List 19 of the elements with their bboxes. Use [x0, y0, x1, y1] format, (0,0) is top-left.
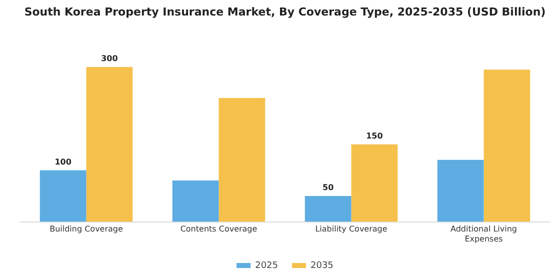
- bar: [86, 67, 133, 222]
- data-label: 150: [366, 131, 384, 140]
- bar: [218, 98, 266, 222]
- data-label: 100: [54, 157, 72, 166]
- x-tick-label: Contents Coverage: [180, 224, 258, 234]
- legend-label: 2035: [310, 260, 334, 271]
- bar: [437, 160, 484, 222]
- bar: [484, 70, 530, 222]
- data-label: 50: [322, 183, 334, 192]
- bar: [172, 180, 219, 222]
- bar: [40, 170, 86, 222]
- x-tick-label: Liability Coverage: [315, 224, 388, 234]
- x-tick-label: Additional Living Expenses: [450, 224, 517, 244]
- legend-label: 2025: [255, 260, 278, 271]
- chart-title: South Korea Property Insurance Market, By Coverage Type, 2025-2035 (USD Billion): [24, 5, 546, 18]
- bar: [351, 144, 398, 222]
- bar: [304, 196, 352, 222]
- data-label: 300: [101, 54, 118, 64]
- x-tick-label: Building Coverage: [50, 224, 123, 234]
